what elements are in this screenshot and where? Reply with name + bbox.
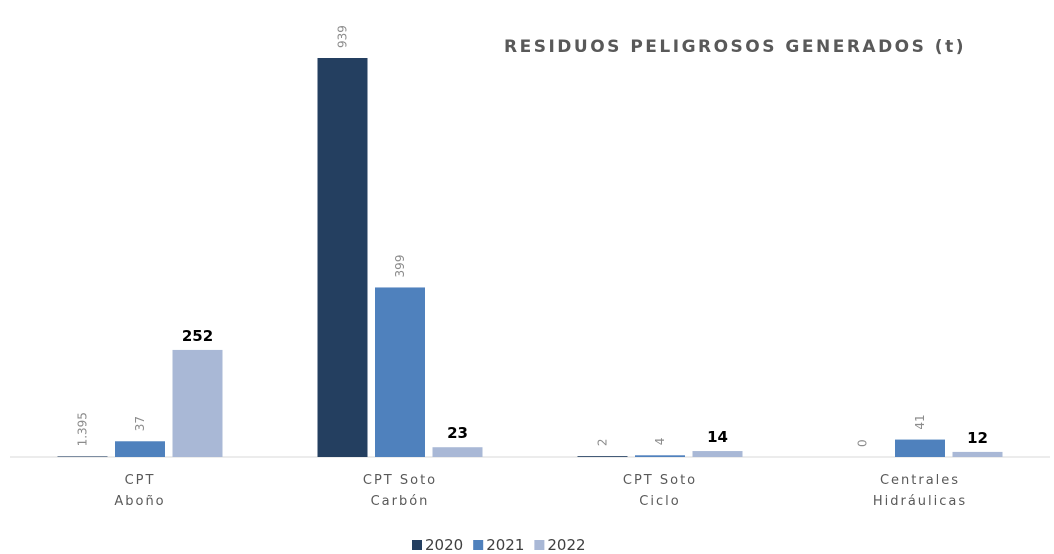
x-tick-label: Aboño [114,494,165,509]
x-tick-label: CPT Soto [623,473,697,488]
bar [317,58,368,457]
bar [635,455,685,457]
data-label: 399 [393,255,407,278]
data-label: 14 [707,428,728,446]
data-label: 12 [967,429,988,447]
bar [432,447,483,457]
data-label: 41 [913,414,927,429]
x-tick-label: CPT Soto [363,473,437,488]
data-label: 4 [653,438,667,446]
bar [577,456,628,457]
bar [895,439,945,457]
data-label: 37 [133,416,147,431]
legend-label: 2022 [547,536,585,554]
x-tick-label: Ciclo [639,494,680,509]
x-tick-label: Centrales [880,473,960,488]
bar [115,441,165,457]
bar [172,349,223,457]
data-label: 1.395 [76,412,90,446]
data-label: 252 [182,327,213,345]
data-label: 2 [596,439,610,447]
x-tick-label: Carbón [371,494,430,509]
legend-label: 2021 [486,536,524,554]
legend-swatch [534,540,545,550]
legend-swatch [412,540,422,550]
data-label: 23 [447,424,468,442]
legend-label: 2020 [425,536,463,554]
bar [375,287,425,457]
legend-swatch [473,540,484,550]
bar [952,451,1003,457]
x-tick-label: Hidráulicas [873,494,967,509]
x-tick-label: CPT [125,473,156,488]
data-label: 0 [856,439,870,447]
bar [57,456,108,457]
bar [692,451,743,457]
data-label: 939 [336,25,350,48]
chart-title: RESIDUOS PELIGROSOS GENERADOS (t) [504,37,966,57]
